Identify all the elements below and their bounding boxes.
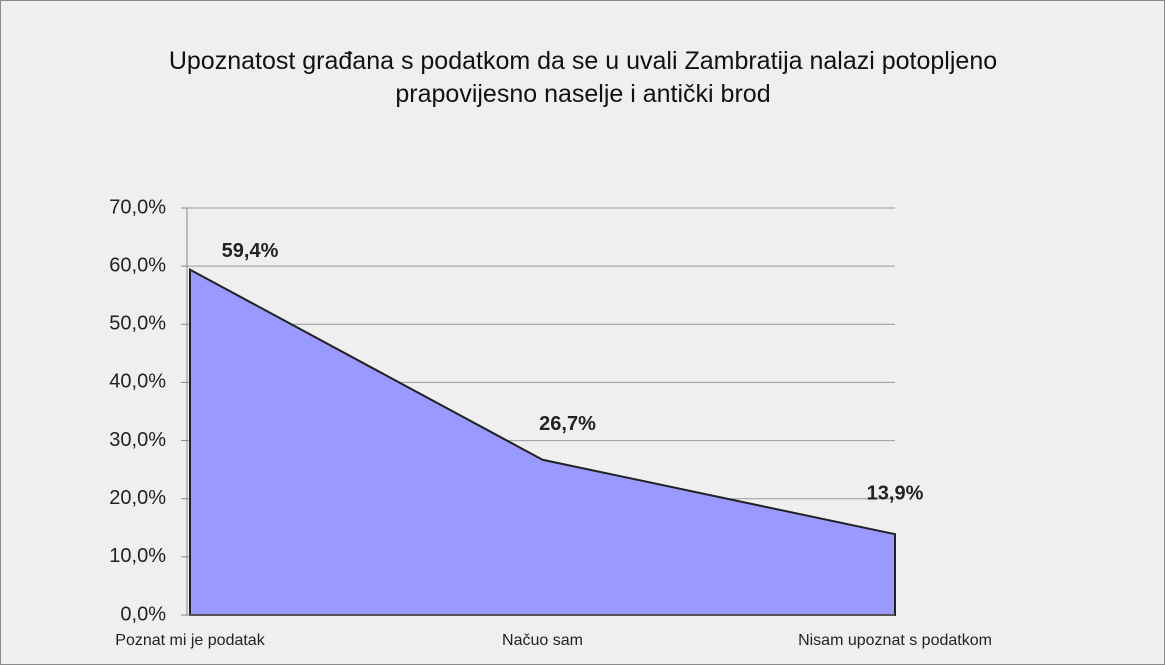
y-tick-label: 60,0% (109, 254, 166, 276)
y-tick-label: 10,0% (109, 545, 166, 567)
x-tick-label: Nisam upoznat s podatkom (798, 632, 992, 649)
chart-title: Upoznatost građana s podatkom da se u uv… (168, 47, 998, 108)
y-tick-label: 30,0% (109, 429, 166, 451)
area (189, 267, 896, 616)
y-tick-label: 20,0% (109, 487, 166, 509)
x-tick-label: Načuo sam (502, 632, 583, 649)
y-tick-label: 40,0% (109, 371, 166, 393)
y-tick-label: 50,0% (109, 313, 166, 335)
y-tick-label: 0,0% (120, 603, 166, 625)
data-label: 59,4% (222, 240, 279, 262)
y-tick-label: 70,0% (109, 196, 166, 218)
data-label: 26,7% (539, 413, 596, 435)
data-label: 13,9% (867, 482, 924, 504)
x-tick-label: Poznat mi je podatak (115, 632, 265, 649)
